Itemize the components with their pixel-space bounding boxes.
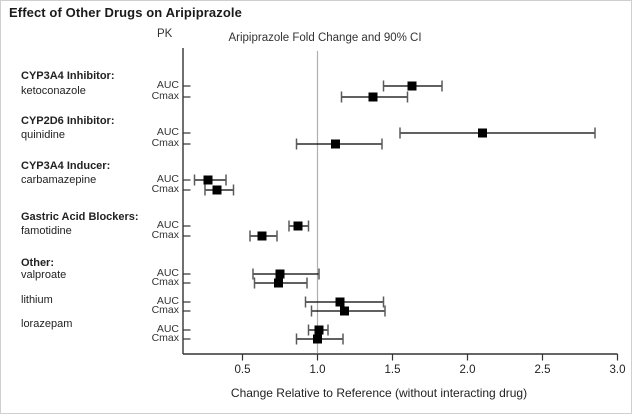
category-label: Other:	[21, 256, 54, 269]
pk-measure-label: AUC	[156, 125, 179, 138]
point-lorazepam-Cmax	[313, 334, 322, 344]
x-axis-caption: Change Relative to Reference (without in…	[230, 386, 528, 400]
category-label: CYP3A4 Inducer:	[21, 159, 111, 172]
point-valproate-AUC	[275, 269, 285, 279]
point-valproate-Cmax	[274, 278, 283, 288]
x-tick-label: 2.0	[459, 363, 476, 376]
drug-label: quinidine	[21, 128, 66, 141]
point-lithium-AUC	[335, 297, 345, 307]
drug-label: ketoconazole	[21, 84, 86, 97]
drug-label: famotidine	[21, 224, 72, 237]
pk-measure-label: AUC	[156, 294, 179, 307]
point-ketoconazole-AUC	[407, 81, 417, 91]
x-tick-label: 1.5	[384, 363, 401, 376]
point-ketoconazole-Cmax	[368, 92, 378, 102]
pk-measure-label: Cmax	[151, 89, 179, 102]
pk-measure-label: Cmax	[151, 136, 179, 149]
point-quinidine-Cmax	[331, 139, 340, 149]
pk-measure-label: Cmax	[151, 228, 179, 241]
pk-measure-label: Cmax	[151, 331, 179, 344]
x-tick-label: 3.0	[609, 363, 626, 376]
point-carbamazepine-Cmax	[212, 185, 222, 195]
category-label: CYP3A4 Inhibitor:	[21, 69, 115, 82]
x-tick-label: 1.0	[309, 363, 326, 376]
point-carbamazepine-AUC	[203, 175, 213, 185]
x-tick-label: 2.5	[534, 363, 551, 376]
pk-measure-label: AUC	[156, 218, 179, 231]
pk-measure-label: Cmax	[151, 182, 179, 195]
plot-column-header: Aripiprazole Fold Change and 90% CI	[228, 32, 422, 44]
category-label: Gastric Acid Blockers:	[21, 210, 139, 223]
point-famotidine-Cmax	[257, 231, 267, 241]
x-tick-label: 0.5	[234, 363, 251, 376]
pk-measure-label: AUC	[156, 78, 179, 91]
drug-label: lithium	[21, 293, 53, 306]
drug-label: valproate	[21, 268, 67, 281]
point-quinidine-AUC	[478, 128, 487, 138]
pk-measure-label: AUC	[156, 322, 179, 335]
pk-column-header: PK	[157, 28, 173, 40]
pk-measure-label: AUC	[156, 172, 179, 185]
pk-measure-label: Cmax	[151, 275, 179, 288]
point-lorazepam-AUC	[314, 325, 324, 335]
chart-title: Effect of Other Drugs on Aripiprazole	[9, 5, 242, 20]
point-lithium-Cmax	[340, 306, 349, 316]
pk-measure-label: AUC	[156, 266, 179, 279]
pk-measure-label: Cmax	[151, 303, 179, 316]
category-label: CYP2D6 Inhibitor:	[21, 114, 115, 127]
point-famotidine-AUC	[293, 221, 303, 231]
drug-label: carbamazepine	[21, 173, 97, 186]
drug-label: lorazepam	[21, 317, 73, 330]
